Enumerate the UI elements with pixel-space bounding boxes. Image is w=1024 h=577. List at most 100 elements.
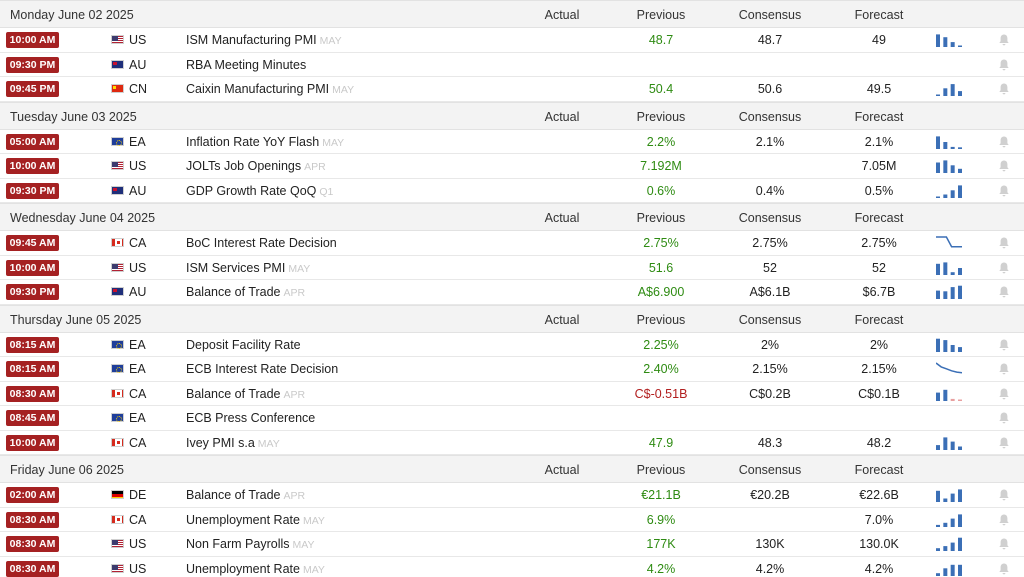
event-name[interactable]: Balance of Trade <box>186 285 281 299</box>
bell-alert-icon[interactable] <box>997 159 1011 173</box>
event-link[interactable]: ECB Interest Rate Decision <box>186 362 341 376</box>
bell-alert-icon[interactable] <box>997 33 1011 47</box>
event-row[interactable]: 02:00 AM DE Balance of Trade APR €21.1B €20.2… <box>0 483 1024 508</box>
bell-alert-icon[interactable] <box>997 236 1011 250</box>
event-link[interactable]: ECB Press Conference <box>186 411 318 425</box>
bell-alert-icon[interactable] <box>997 338 1011 352</box>
event-reference-period: MAY <box>257 437 280 450</box>
event-link[interactable]: GDP Growth Rate QoQ Q1 <box>186 184 333 198</box>
event-link[interactable]: Unemployment Rate MAY <box>186 562 325 576</box>
sparkline-bar <box>950 518 955 527</box>
event-row[interactable]: 09:30 PM AU RBA Meeting Minutes <box>0 52 1024 77</box>
bell-alert-icon[interactable] <box>997 135 1011 149</box>
bell-alert-icon[interactable] <box>997 58 1011 72</box>
event-name[interactable]: Caixin Manufacturing PMI <box>186 82 330 96</box>
previous-value: 6.9% <box>646 512 676 527</box>
us-flag-icon <box>111 35 124 44</box>
event-row[interactable]: 08:15 AM EA ECB Interest Rate Decision 2.40… <box>0 357 1024 382</box>
ca-flag-icon <box>111 514 124 524</box>
event-row[interactable]: 08:15 AM EA Deposit Facility Rate 2.25% 2% 2% <box>0 332 1024 357</box>
sparkline-bar <box>958 146 962 149</box>
event-row[interactable]: 10:00 AM CA Ivey PMI s.a MAY 47.9 48.3 48.2 <box>0 430 1024 455</box>
event-link[interactable]: Balance of Trade APR <box>186 488 305 502</box>
event-name[interactable]: RBA Meeting Minutes <box>186 57 307 72</box>
event-link[interactable]: ISM Manufacturing PMI MAY <box>186 33 342 47</box>
event-link[interactable]: Balance of Trade APR <box>186 285 305 299</box>
event-row[interactable]: 10:00 AM US JOLTs Job Openings APR 7.192M 7.0… <box>0 154 1024 179</box>
event-name[interactable]: ISM Services PMI <box>186 260 286 275</box>
event-name[interactable]: ECB Press Conference <box>186 411 316 425</box>
event-row[interactable]: 08:45 AM EA ECB Press Conference <box>0 406 1024 431</box>
event-name[interactable]: Unemployment Rate <box>186 561 300 576</box>
event-row[interactable]: 08:30 AM CA Unemployment Rate MAY 6.9% 7.0% <box>0 507 1024 532</box>
event-row[interactable]: 09:45 PM CN Caixin Manufacturing PMI MAY 50.… <box>0 77 1024 102</box>
country-code: EA <box>129 134 146 149</box>
bell-alert-icon[interactable] <box>997 436 1011 450</box>
event-row[interactable]: 09:30 PM AU GDP Growth Rate QoQ Q1 0.6% 0.4% 0… <box>0 178 1024 203</box>
event-row[interactable]: 08:30 AM CA Balance of Trade APR C$-0.51B C$0… <box>0 381 1024 406</box>
event-link[interactable]: Inflation Rate YoY Flash MAY <box>186 135 344 149</box>
event-name[interactable]: BoC Interest Rate Decision <box>186 236 337 250</box>
event-row[interactable]: 08:30 AM US Unemployment Rate MAY 4.2% 4.2% 4.… <box>0 556 1024 577</box>
bell-alert-icon[interactable] <box>997 411 1011 425</box>
sparkline-bar <box>943 389 948 401</box>
event-name[interactable]: GDP Growth Rate QoQ <box>186 183 317 198</box>
bell-alert-icon[interactable] <box>997 537 1011 551</box>
event-link[interactable]: RBA Meeting Minutes <box>186 58 309 72</box>
consensus-value: 2.15% <box>752 362 788 376</box>
event-name[interactable]: Non Farm Payrolls <box>186 537 290 551</box>
column-header-forecast: Forecast <box>854 109 904 124</box>
bell-alert-icon[interactable] <box>997 362 1011 376</box>
sparkline-bar <box>950 542 955 551</box>
column-header-consensus: Consensus <box>738 8 802 22</box>
consensus-value: 2.75% <box>752 236 788 250</box>
event-row[interactable]: 05:00 AM EA Inflation Rate YoY Flash MAY 2.2… <box>0 129 1024 154</box>
event-name[interactable]: JOLTs Job Openings <box>186 159 302 173</box>
event-link[interactable]: Ivey PMI s.a MAY <box>186 436 280 450</box>
event-row[interactable]: 10:00 AM US ISM Manufacturing PMI MAY 48.7 48… <box>0 28 1024 53</box>
event-link[interactable]: Balance of Trade APR <box>186 387 305 401</box>
event-link[interactable]: JOLTs Job Openings APR <box>186 159 326 173</box>
ea-flag-icon <box>111 364 124 373</box>
bell-alert-icon[interactable] <box>997 261 1011 275</box>
time-badge: 08:30 AM <box>6 560 59 577</box>
previous-value: C$-0.51B <box>634 386 688 401</box>
sparkline-bar <box>936 490 940 502</box>
column-header-forecast: Forecast <box>854 463 904 477</box>
day-date: Friday June 06 2025 <box>10 463 124 477</box>
event-row[interactable]: 10:00 AM US ISM Services PMI MAY 51.6 52 52 <box>0 255 1024 280</box>
event-name[interactable]: Balance of Trade <box>186 386 281 401</box>
event-link[interactable]: Unemployment Rate MAY <box>186 513 325 527</box>
event-name[interactable]: Ivey PMI s.a <box>186 435 255 450</box>
event-reference-period: APR <box>283 490 306 502</box>
sparkline-bar <box>943 160 948 173</box>
event-name[interactable]: Unemployment Rate <box>186 512 300 527</box>
event-name[interactable]: ECB Interest Rate Decision <box>186 362 339 376</box>
consensus-value: 52 <box>763 260 777 275</box>
event-row[interactable]: 08:30 AM US Non Farm Payrolls MAY 177K 130K 13… <box>0 532 1024 557</box>
event-row[interactable]: 09:30 PM AU Balance of Trade APR A$6.900 A$6.… <box>0 280 1024 305</box>
event-name[interactable]: Balance of Trade <box>186 488 281 502</box>
event-link[interactable]: Deposit Facility Rate <box>186 338 304 352</box>
event-link[interactable]: BoC Interest Rate Decision <box>186 236 340 250</box>
event-name[interactable]: Inflation Rate YoY Flash <box>186 134 320 149</box>
event-link[interactable]: Caixin Manufacturing PMI MAY <box>186 82 354 96</box>
bell-alert-icon[interactable] <box>997 82 1011 96</box>
bell-alert-icon[interactable] <box>997 184 1011 198</box>
event-link[interactable]: ISM Services PMI MAY <box>186 261 310 275</box>
sparkline-bar <box>936 338 940 352</box>
event-name[interactable]: Deposit Facility Rate <box>186 337 301 352</box>
event-name[interactable]: ISM Manufacturing PMI <box>186 33 317 47</box>
bell-alert-icon[interactable] <box>997 387 1011 401</box>
event-link[interactable]: Non Farm Payrolls MAY <box>186 537 314 551</box>
bell-alert-icon[interactable] <box>997 488 1011 502</box>
column-header-previous: Previous <box>636 8 686 22</box>
event-row[interactable]: 09:45 AM CA BoC Interest Rate Decision 2.75… <box>0 231 1024 256</box>
bell-alert-icon[interactable] <box>997 513 1011 527</box>
bell-alert-icon[interactable] <box>997 562 1011 576</box>
bell-alert-icon[interactable] <box>997 285 1011 299</box>
previous-value: 177K <box>646 537 676 551</box>
sparkline-chart <box>936 34 962 47</box>
sparkline-bar <box>943 291 948 299</box>
day-date: Thursday June 05 2025 <box>10 312 142 327</box>
